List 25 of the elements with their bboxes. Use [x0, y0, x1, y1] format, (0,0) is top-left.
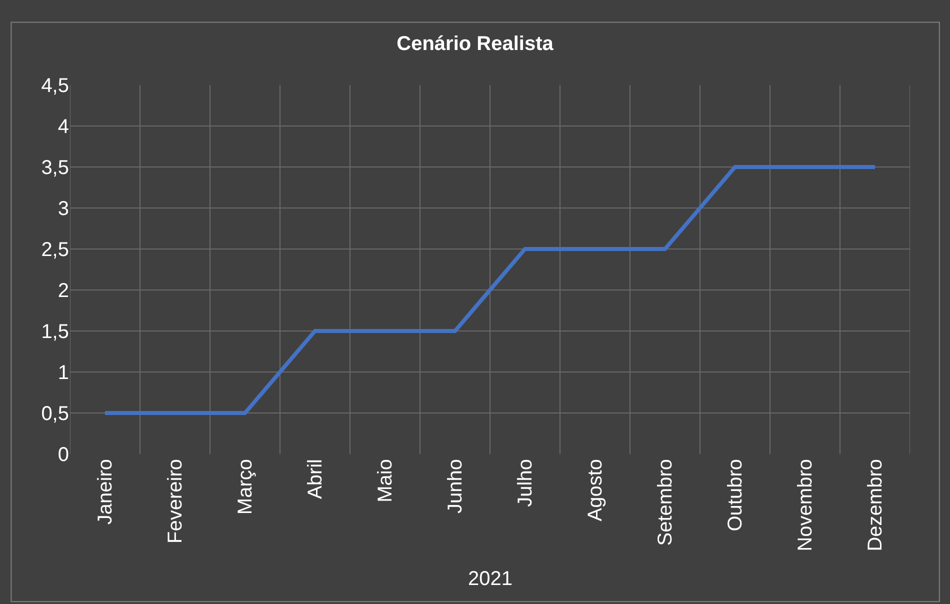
y-tick-label: 3,5 — [41, 157, 69, 179]
x-axis-title: 2021 — [468, 568, 512, 590]
chart-title: Cenário Realista — [396, 33, 554, 56]
y-tick-label: 4 — [58, 116, 69, 138]
x-tick-label: Abril — [304, 459, 326, 500]
y-tick-label: 0 — [58, 444, 69, 466]
x-tick-label: Agosto — [584, 459, 606, 522]
y-tick-label: 4,5 — [41, 75, 69, 97]
x-tick-label: Setembro — [654, 459, 676, 546]
x-tick-label: Janeiro — [94, 459, 116, 525]
x-tick-label: Dezembro — [864, 459, 886, 552]
y-tick-label: 2 — [58, 280, 69, 302]
y-tick-label: 1 — [58, 362, 69, 384]
y-tick-label: 1,5 — [41, 321, 69, 343]
x-tick-label: Julho — [514, 459, 536, 507]
x-tick-label: Novembro — [794, 459, 816, 552]
x-tick-label: Fevereiro — [164, 459, 186, 544]
line-series — [103, 165, 877, 415]
x-tick-label: Março — [234, 459, 256, 515]
y-tick-label: 3 — [58, 198, 69, 220]
x-tick-label: Junho — [444, 459, 466, 514]
x-tick-label: Maio — [374, 459, 396, 502]
y-tick-label: 2,5 — [41, 239, 69, 261]
y-tick-label: 0,5 — [41, 403, 69, 425]
x-tick-label: Outubro — [724, 459, 746, 532]
